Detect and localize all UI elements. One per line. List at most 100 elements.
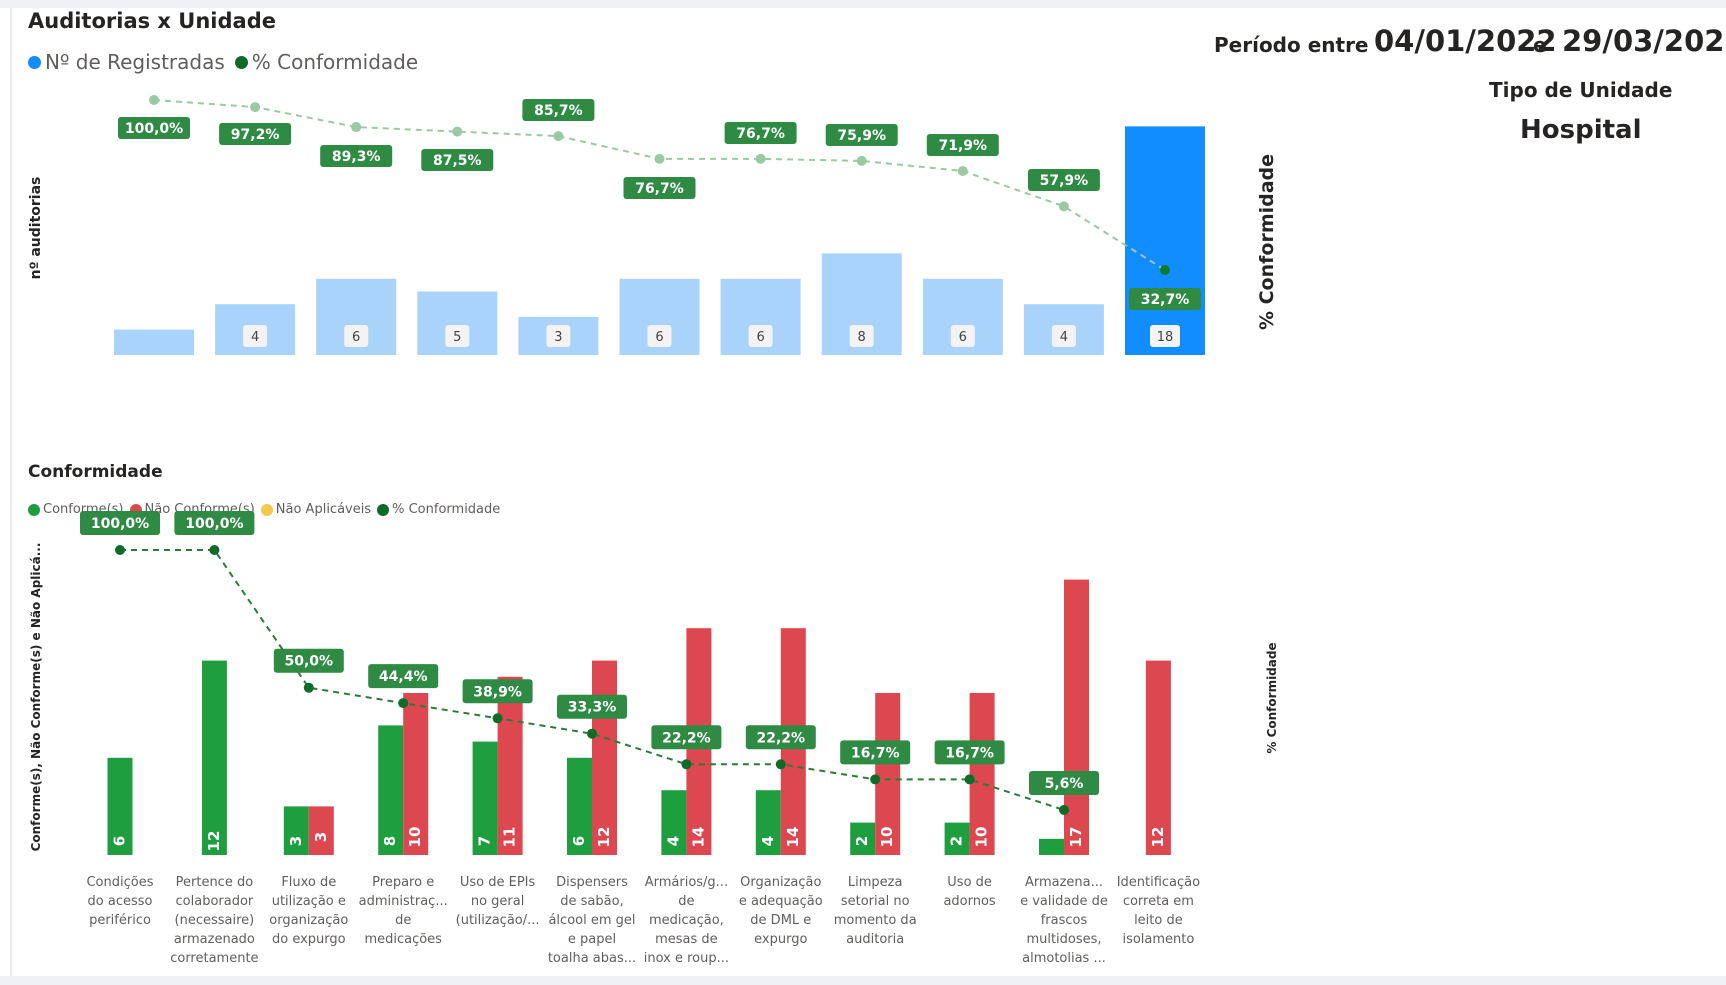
registradas-value-label: 3 [554, 330, 562, 345]
category-label: Organização [740, 875, 821, 890]
legend-dot-conformidade [234, 55, 248, 69]
conformidade-value-label: 76,7% [635, 181, 684, 197]
conforme-value-label: 8 [381, 836, 399, 846]
legend-item-conformidade[interactable]: % Conformidade [234, 50, 418, 74]
chart2-legend: Conforme(s) Não Conforme(s) Não Aplicáve… [28, 502, 510, 517]
registradas-value-label: 6 [352, 330, 360, 345]
pct-conformidade-point [115, 545, 125, 555]
periodo-label: Período entre [1214, 33, 1369, 57]
conformidade-label-bg [724, 122, 797, 144]
conformidade-point [149, 95, 159, 105]
category-label: multidoses, [1026, 932, 1101, 947]
conforme-value-label: 4 [664, 836, 682, 846]
conformidade-point [250, 102, 261, 113]
tipo-unidade-value[interactable]: Hospital [1520, 115, 1642, 145]
category-label: organização [269, 913, 348, 928]
category-label: isolamento [1122, 932, 1194, 947]
tipo-unidade-label: Tipo de Unidade [1489, 78, 1673, 102]
nao-conforme-value-label: 11 [501, 827, 519, 848]
conforme-bar [661, 790, 687, 855]
category-label: de sabão, [560, 894, 623, 909]
conforme-bar [755, 790, 781, 855]
registradas-value-label: 6 [756, 330, 764, 345]
date-end[interactable]: 29/03/2022 [1562, 24, 1726, 58]
category-label: Uso de [947, 875, 992, 890]
left-border [10, 8, 12, 985]
category-label: Dispensers [556, 875, 628, 890]
conformidade-label-bg [926, 134, 999, 156]
category-label: (necessaire) [175, 913, 255, 928]
pct-conformidade-label-bg [1029, 771, 1099, 795]
legend-label-registradas: Nº de Registradas [45, 50, 225, 74]
chart2-title: Conformidade [28, 462, 163, 482]
category-label: armazenado [174, 932, 255, 947]
legend-item-nao-aplicaveis[interactable]: Não Aplicáveis [260, 502, 371, 517]
category-label: Armários/g... [645, 875, 728, 890]
nao-conforme-value-label: 10 [878, 827, 896, 848]
category-label: de [395, 913, 411, 928]
conformidade-label-bg [219, 123, 292, 145]
legend-dot-nao-aplicaveis [260, 503, 273, 516]
chart1-title: Auditorias x Unidade [28, 9, 276, 33]
conformidade-point [755, 153, 766, 164]
registradas-value-label: 4 [251, 330, 259, 345]
legend-item-pct-conformidade[interactable]: % Conformidade [377, 502, 500, 517]
conformidade-value-label: 87,5% [433, 153, 482, 169]
chart1-y-axis-label: nº auditorias [28, 177, 44, 280]
top-border [0, 0, 1726, 8]
pct-conformidade-value-label: 33,3% [568, 700, 617, 716]
legend-dot-conforme [28, 503, 40, 516]
pct-conformidade-label-bg [745, 725, 816, 750]
conforme-value-label: 2 [948, 836, 966, 846]
registradas-value-bg [1150, 325, 1180, 347]
category-label: Armazena... [1025, 875, 1103, 890]
registradas-bar [114, 329, 194, 355]
nao-conforme-value-label: 12 [1149, 827, 1167, 848]
registradas-value-bg [1051, 325, 1076, 347]
pct-conformidade-point [209, 545, 220, 555]
nao-conforme-bar [592, 660, 617, 855]
conformidade-point [1058, 201, 1069, 212]
category-label: álcool em gel [548, 913, 635, 928]
category-label: leito de [1134, 913, 1183, 928]
pct-conformidade-value-label: 16,7% [945, 745, 994, 761]
nao-conforme-value-label: 17 [1067, 827, 1085, 848]
category-label: momento da [834, 913, 917, 928]
conforme-bar [472, 741, 498, 855]
conformidade-value-label: 100,0% [125, 121, 183, 137]
nao-conforme-value-label: 12 [595, 827, 613, 848]
bottom-border [0, 976, 1726, 985]
category-label: toalha abas... [548, 951, 636, 966]
pct-conformidade-value-label: 50,0% [285, 654, 334, 670]
conformidade-point [553, 131, 564, 142]
pct-conformidade-label-bg [462, 679, 533, 704]
category-label: setorial no [841, 894, 910, 909]
nao-conforme-value-label: 14 [784, 827, 802, 848]
pct-conformidade-point [681, 759, 692, 770]
conforme-bar [567, 757, 592, 855]
conformidade-point [1160, 265, 1170, 275]
category-label: administraç... [359, 894, 448, 909]
category-label: Pertence do [176, 875, 254, 890]
conforme-value-label: 4 [759, 836, 777, 846]
conformidade-value-label: 71,9% [939, 138, 988, 154]
pct-conformidade-point [587, 728, 597, 739]
pct-conformidade-point [303, 682, 314, 693]
chart1-legend: Nº de Registradas % Conformidade [28, 50, 428, 74]
conforme-bar [378, 725, 404, 855]
nao-conforme-value-label: 3 [312, 832, 330, 842]
legend-item-registradas[interactable]: Nº de Registradas [28, 50, 225, 74]
category-label: Uso de EPIs [460, 875, 536, 890]
category-label: Preparo e [372, 875, 434, 890]
conformidade-point [856, 155, 867, 166]
category-label: corretamente [170, 951, 258, 966]
conforme-bar [107, 757, 133, 855]
pct-conformidade-value-label: 100,0% [91, 516, 149, 532]
pct-conformidade-value-label: 22,2% [757, 730, 806, 746]
nao-conforme-bar [497, 676, 523, 855]
pct-conformidade-label-bg [557, 694, 627, 719]
date-start[interactable]: 04/01/2022 [1374, 24, 1557, 58]
category-label: Identificação [1117, 875, 1200, 890]
nao-conforme-bar [403, 693, 429, 855]
pct-conformidade-value-label: 38,9% [473, 684, 522, 700]
